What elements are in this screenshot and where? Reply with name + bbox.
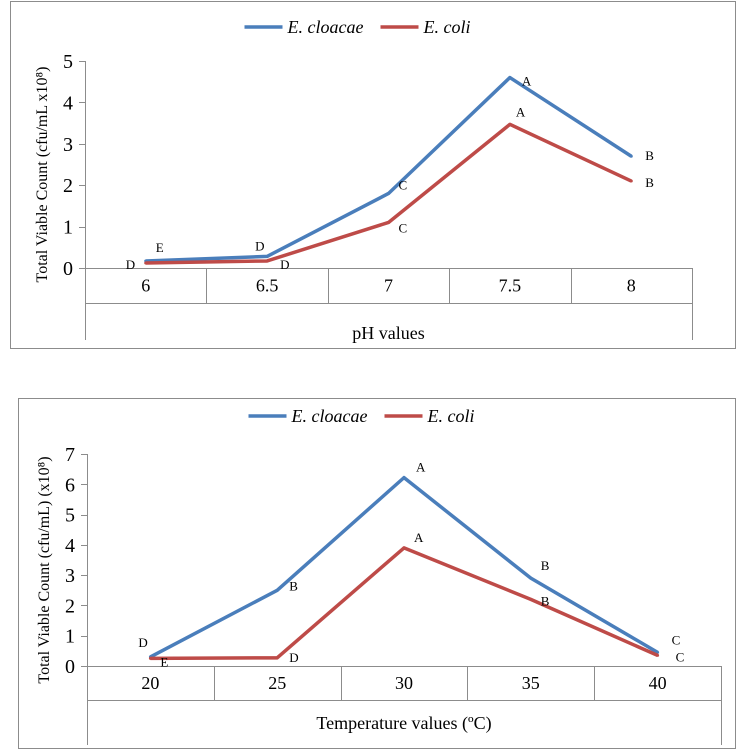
x-tick-label: 8 — [627, 276, 636, 296]
data-label: C — [399, 177, 408, 192]
data-point — [529, 597, 533, 601]
data-label: B — [645, 175, 654, 190]
y-tick-label: 5 — [63, 51, 73, 73]
x-tick-label: 35 — [522, 673, 540, 693]
data-point — [529, 576, 533, 580]
legend: E. cloacae E. coli — [248, 406, 475, 426]
chart-1: E. cloacae E. coli 0 1 2 3 4 5 6 6.5 7 7.5 8 pH value… — [10, 1, 736, 349]
y-tick-label: 6 — [65, 474, 75, 496]
data-point — [265, 259, 269, 263]
data-label: A — [516, 104, 526, 119]
x-tick-label: 6 — [141, 276, 150, 296]
y-axis-title: Total Viable Count (cfu/mL x10⁸) — [34, 67, 51, 283]
y-tick-label: 0 — [65, 656, 75, 678]
data-point — [508, 76, 512, 80]
y-tick-label: 4 — [65, 535, 75, 557]
data-point — [265, 254, 269, 258]
data-point — [144, 261, 148, 265]
y-tick-label: 1 — [63, 217, 73, 239]
legend-label-1: E. cloacae — [287, 17, 364, 37]
data-point — [402, 476, 406, 480]
y-tick-label: 2 — [63, 175, 73, 197]
legend: E. cloacae E. coli — [244, 17, 471, 37]
x-tick-label: 30 — [395, 673, 413, 693]
data-label: E — [160, 654, 168, 669]
y-tick-label: 3 — [65, 565, 75, 587]
y-tick-label: 5 — [65, 505, 75, 527]
data-label: A — [522, 74, 532, 89]
y-tick-label: 1 — [65, 626, 75, 648]
data-label: B — [541, 558, 550, 573]
legend-label-1: E. cloacae — [291, 406, 368, 426]
data-label: B — [541, 593, 550, 608]
data-point — [275, 656, 279, 660]
data-label: D — [280, 257, 289, 272]
x-tick-label: 25 — [268, 673, 286, 693]
data-point — [387, 220, 390, 224]
data-label: E — [156, 240, 164, 255]
legend-label-2: E. coli — [427, 406, 475, 426]
x-tick-label: 7.5 — [499, 276, 522, 296]
data-label: D — [126, 257, 135, 272]
data-label: C — [672, 632, 681, 647]
data-label: A — [414, 530, 424, 545]
data-point — [275, 588, 279, 592]
x-tick-label: 40 — [649, 673, 667, 693]
x-tick-label: 6.5 — [256, 276, 279, 296]
chart-2: E. cloacae E. coli 0 1 2 3 4 5 6 7 20 25 30 35 40 Tempe… — [18, 398, 736, 749]
chart-border — [10, 1, 736, 349]
data-point — [656, 653, 660, 657]
y-tick-label: 2 — [65, 595, 75, 617]
data-point — [402, 546, 406, 550]
data-label: A — [416, 460, 426, 475]
x-tick-label: 20 — [141, 673, 159, 693]
y-axis-title: Total Viable Count (cfu/mL) (x10⁸) — [36, 456, 53, 683]
data-label: B — [645, 148, 654, 163]
x-axis-title: Temperature values (ºC) — [316, 713, 491, 734]
data-point — [656, 650, 660, 654]
legend-label-2: E. coli — [423, 17, 471, 37]
data-label: D — [138, 635, 147, 650]
data-point — [148, 656, 152, 660]
data-point — [508, 122, 512, 126]
x-axis-title: pH values — [352, 323, 424, 343]
data-label: C — [399, 220, 408, 235]
y-tick-label: 4 — [63, 92, 73, 114]
data-point — [387, 191, 390, 195]
data-point — [629, 179, 633, 183]
data-point — [629, 154, 633, 158]
data-label: D — [289, 650, 298, 665]
y-tick-label: 0 — [63, 258, 73, 280]
data-label: B — [289, 578, 298, 593]
data-label: C — [676, 649, 685, 664]
y-tick-label: 3 — [63, 134, 73, 156]
y-tick-label: 7 — [65, 444, 75, 466]
x-tick-label: 7 — [384, 276, 393, 296]
data-label: D — [255, 238, 264, 253]
